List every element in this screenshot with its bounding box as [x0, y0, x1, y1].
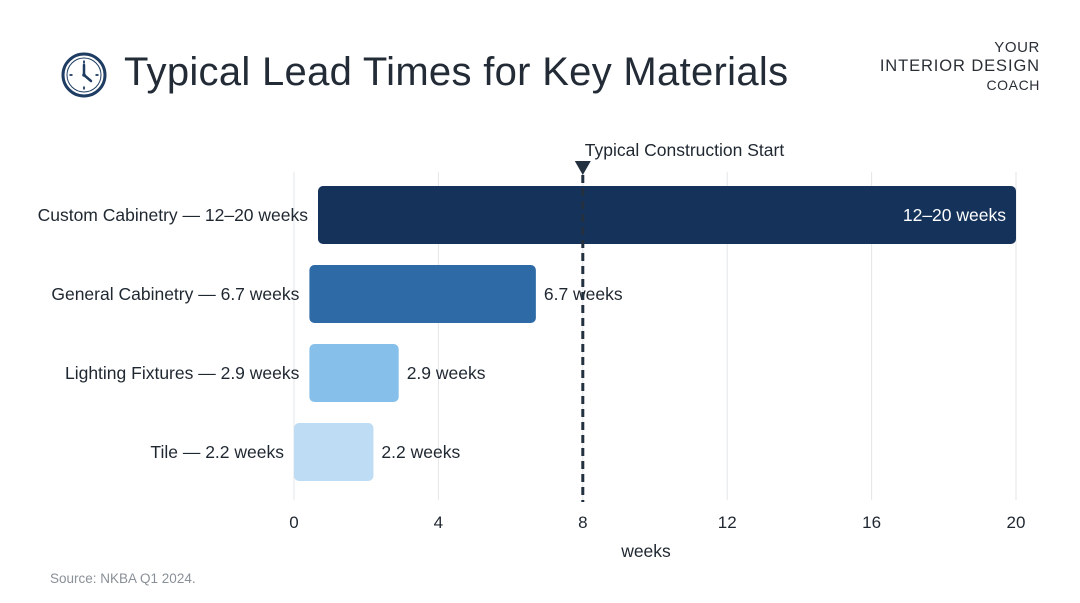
brand-line-2: INTERIOR DESIGN: [879, 57, 1040, 75]
data-label-3: 2.2 weeks: [381, 442, 460, 462]
x-tick-label-2: 8: [578, 513, 587, 532]
category-label-1: General Cabinetry — 6.7 weeks: [51, 284, 299, 304]
x-tick-label-4: 16: [862, 513, 881, 532]
reference-label: Typical Construction Start: [585, 140, 785, 160]
brand-logo: YOUR INTERIOR DESIGN COACH: [880, 38, 1040, 95]
category-label-3: Tile — 2.2 weeks: [150, 442, 284, 462]
bar-2: [309, 344, 399, 402]
x-tick-label-0: 0: [289, 513, 298, 532]
x-tick-label-3: 12: [718, 513, 737, 532]
x-axis-label: weeks: [620, 541, 671, 561]
brand-line-1: YOUR: [994, 39, 1040, 56]
x-tick-label-5: 20: [1007, 513, 1026, 532]
bar-0: [318, 186, 1016, 244]
x-tick-label-1: 4: [434, 513, 443, 532]
category-label-0: Custom Cabinetry — 12–20 weeks: [38, 205, 309, 225]
page-title: Typical Lead Times for Key Materials: [124, 50, 789, 94]
clock-icon: [61, 52, 107, 98]
bar-1: [309, 265, 536, 323]
reference-marker: [574, 161, 591, 175]
category-label-2: Lighting Fixtures — 2.9 weeks: [65, 363, 300, 383]
bar-3: [294, 423, 374, 481]
data-label-0: 12–20 weeks: [903, 205, 1006, 225]
source-note: Source: NKBA Q1 2024.: [50, 571, 196, 586]
brand-line-3: COACH: [986, 77, 1040, 93]
header: Typical Lead Times for Key Materials YOU…: [0, 0, 1080, 130]
data-label-2: 2.9 weeks: [407, 363, 486, 383]
